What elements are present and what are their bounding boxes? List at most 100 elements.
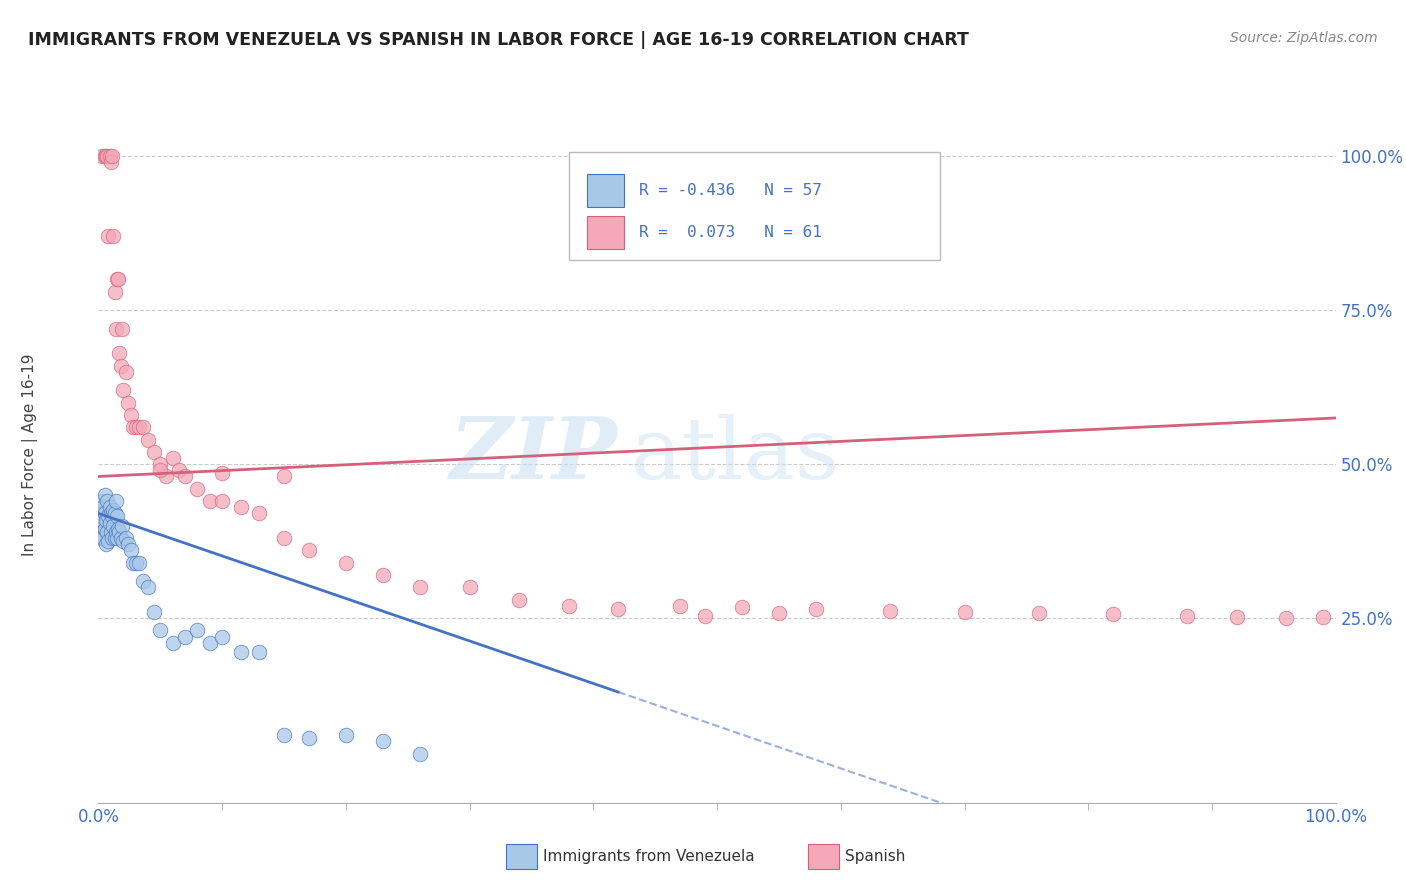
Point: [100, 507, 122, 521]
Point: [94, 537, 117, 551]
Point: [273, 469, 295, 483]
Point: [110, 359, 132, 373]
Point: [91, 149, 114, 163]
FancyBboxPatch shape: [568, 153, 939, 260]
Point: [149, 463, 172, 477]
Point: [103, 229, 125, 244]
Point: [174, 469, 197, 483]
Point: [91, 494, 114, 508]
Point: [101, 149, 124, 163]
Text: R = -0.436   N = 57: R = -0.436 N = 57: [640, 183, 823, 198]
Point: [100, 524, 122, 539]
Point: [105, 531, 128, 545]
Point: [93, 522, 115, 536]
Point: [122, 556, 145, 570]
Point: [98, 500, 121, 515]
Point: [124, 420, 146, 434]
Point: [120, 543, 142, 558]
Point: [98, 516, 121, 530]
Point: [94, 149, 117, 163]
Point: [114, 531, 136, 545]
Point: [1028, 606, 1050, 620]
Point: [1275, 611, 1298, 625]
Point: [136, 580, 159, 594]
Text: In Labor Force | Age 16-19: In Labor Force | Age 16-19: [22, 353, 38, 557]
Point: [149, 624, 172, 638]
Point: [1102, 607, 1125, 622]
Point: [117, 537, 139, 551]
Point: [298, 731, 321, 746]
Point: [122, 420, 145, 434]
Point: [149, 457, 172, 471]
Point: [167, 463, 190, 477]
Point: [107, 272, 129, 286]
Point: [93, 488, 115, 502]
Text: IMMIGRANTS FROM VENEZUELA VS SPANISH IN LABOR FORCE | AGE 16-19 CORRELATION CHAR: IMMIGRANTS FROM VENEZUELA VS SPANISH IN …: [28, 31, 969, 49]
Point: [953, 605, 976, 619]
Point: [90, 531, 112, 545]
Point: [136, 433, 159, 447]
Point: [94, 512, 117, 526]
Point: [110, 531, 132, 545]
Point: [93, 531, 115, 545]
Point: [103, 285, 125, 299]
Point: [155, 469, 177, 483]
FancyBboxPatch shape: [588, 216, 624, 249]
Point: [162, 636, 184, 650]
Point: [98, 149, 121, 163]
Point: [198, 494, 221, 508]
Point: [97, 534, 120, 549]
Point: [1226, 610, 1249, 624]
Point: [162, 450, 184, 465]
Point: [103, 518, 125, 533]
Point: [229, 645, 252, 659]
Text: ZIP: ZIP: [450, 413, 619, 497]
Text: atlas: atlas: [630, 413, 839, 497]
Point: [124, 556, 146, 570]
Point: [93, 500, 115, 515]
Point: [557, 599, 579, 613]
Point: [105, 272, 128, 286]
Point: [104, 524, 127, 539]
Point: [120, 408, 142, 422]
Point: [103, 503, 125, 517]
Point: [371, 734, 394, 748]
Point: [273, 531, 295, 545]
Point: [89, 522, 111, 536]
Point: [111, 518, 134, 533]
Point: [104, 321, 127, 335]
Point: [104, 494, 127, 508]
Point: [132, 420, 155, 434]
Point: [198, 636, 221, 650]
Point: [97, 509, 120, 524]
Point: [458, 580, 481, 594]
Point: [107, 522, 129, 536]
Point: [1175, 608, 1198, 623]
Point: [768, 606, 790, 620]
Point: [211, 467, 233, 481]
Point: [101, 509, 124, 524]
Point: [804, 602, 827, 616]
Text: R =  0.073   N = 61: R = 0.073 N = 61: [640, 225, 823, 240]
Point: [143, 445, 166, 459]
Point: [103, 531, 125, 545]
Point: [128, 556, 150, 570]
Point: [96, 494, 118, 508]
Point: [174, 630, 197, 644]
Point: [335, 556, 357, 570]
Point: [731, 599, 754, 614]
Point: [693, 608, 716, 623]
Point: [111, 321, 134, 335]
Point: [103, 507, 125, 521]
Point: [508, 592, 530, 607]
Point: [97, 229, 120, 244]
Text: Spanish: Spanish: [845, 849, 905, 863]
Point: [335, 728, 357, 742]
Point: [108, 346, 131, 360]
Point: [96, 149, 118, 163]
Point: [273, 728, 295, 742]
Point: [211, 494, 233, 508]
Point: [298, 543, 321, 558]
Point: [247, 645, 270, 659]
Point: [114, 365, 136, 379]
